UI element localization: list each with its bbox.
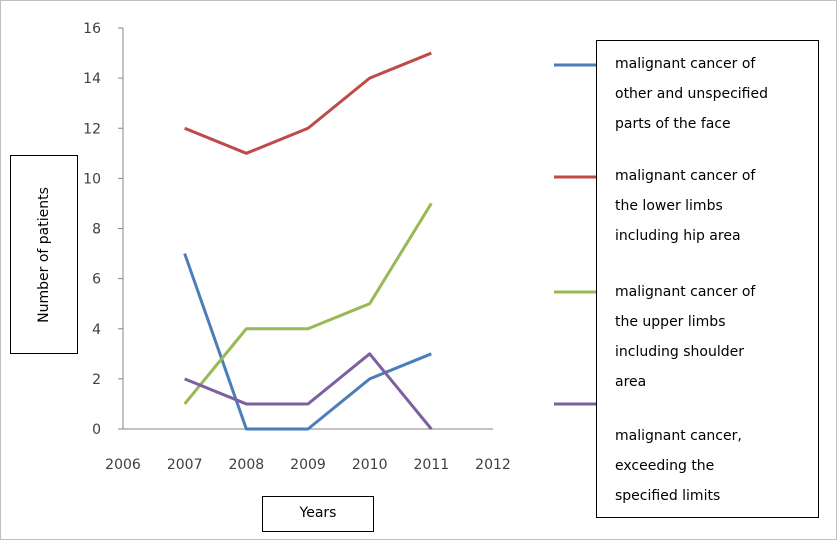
x-axis-label-box: Years <box>262 496 374 532</box>
legend-label-lower-limbs: malignant cancer of the lower limbs incl… <box>615 168 756 244</box>
x-tick-label: 2007 <box>167 457 203 473</box>
legend-label-upper-limbs: malignant cancer of the upper limbs incl… <box>615 284 756 390</box>
x-tick-labels: 2006 2007 2008 2009 2010 2011 2012 <box>105 457 511 473</box>
legend-label-face: malignant cancer of other and unspecifie… <box>615 56 768 132</box>
y-tick-label: 6 <box>92 272 101 288</box>
y-tick-label: 14 <box>83 71 101 87</box>
y-tick-label: 8 <box>92 222 101 238</box>
series-line-2 <box>184 51 432 155</box>
x-tick-label: 2006 <box>105 457 141 473</box>
y-tick-label: 4 <box>92 322 101 338</box>
series-line-4 <box>184 352 433 430</box>
y-tick-label: 2 <box>92 372 101 388</box>
y-tick-label: 10 <box>83 171 101 187</box>
y-tick-labels: 0 2 4 6 8 10 12 14 16 <box>83 21 123 438</box>
x-axis-label: Years <box>299 505 337 521</box>
y-axis-label-box: Number of patients <box>10 155 78 354</box>
y-tick-label: 16 <box>83 21 101 37</box>
x-tick-label: 2012 <box>475 457 511 473</box>
y-tick-label: 12 <box>83 121 101 137</box>
x-tick-label: 2010 <box>352 457 388 473</box>
y-axis-label: Number of patients <box>36 186 52 323</box>
x-tick-label: 2009 <box>290 457 326 473</box>
series-line-1 <box>183 253 432 431</box>
legend-label-exceeding: malignant cancer, exceeding the specifie… <box>615 428 742 504</box>
legend-swatches <box>554 63 597 406</box>
series-lines <box>183 51 433 431</box>
x-tick-label: 2011 <box>414 457 450 473</box>
chart-axes <box>122 28 493 430</box>
x-tick-label: 2008 <box>229 457 265 473</box>
y-tick-label: 0 <box>92 422 101 438</box>
legend: malignant cancer of other and unspecifie… <box>596 40 819 518</box>
series-line-3 <box>183 202 433 405</box>
